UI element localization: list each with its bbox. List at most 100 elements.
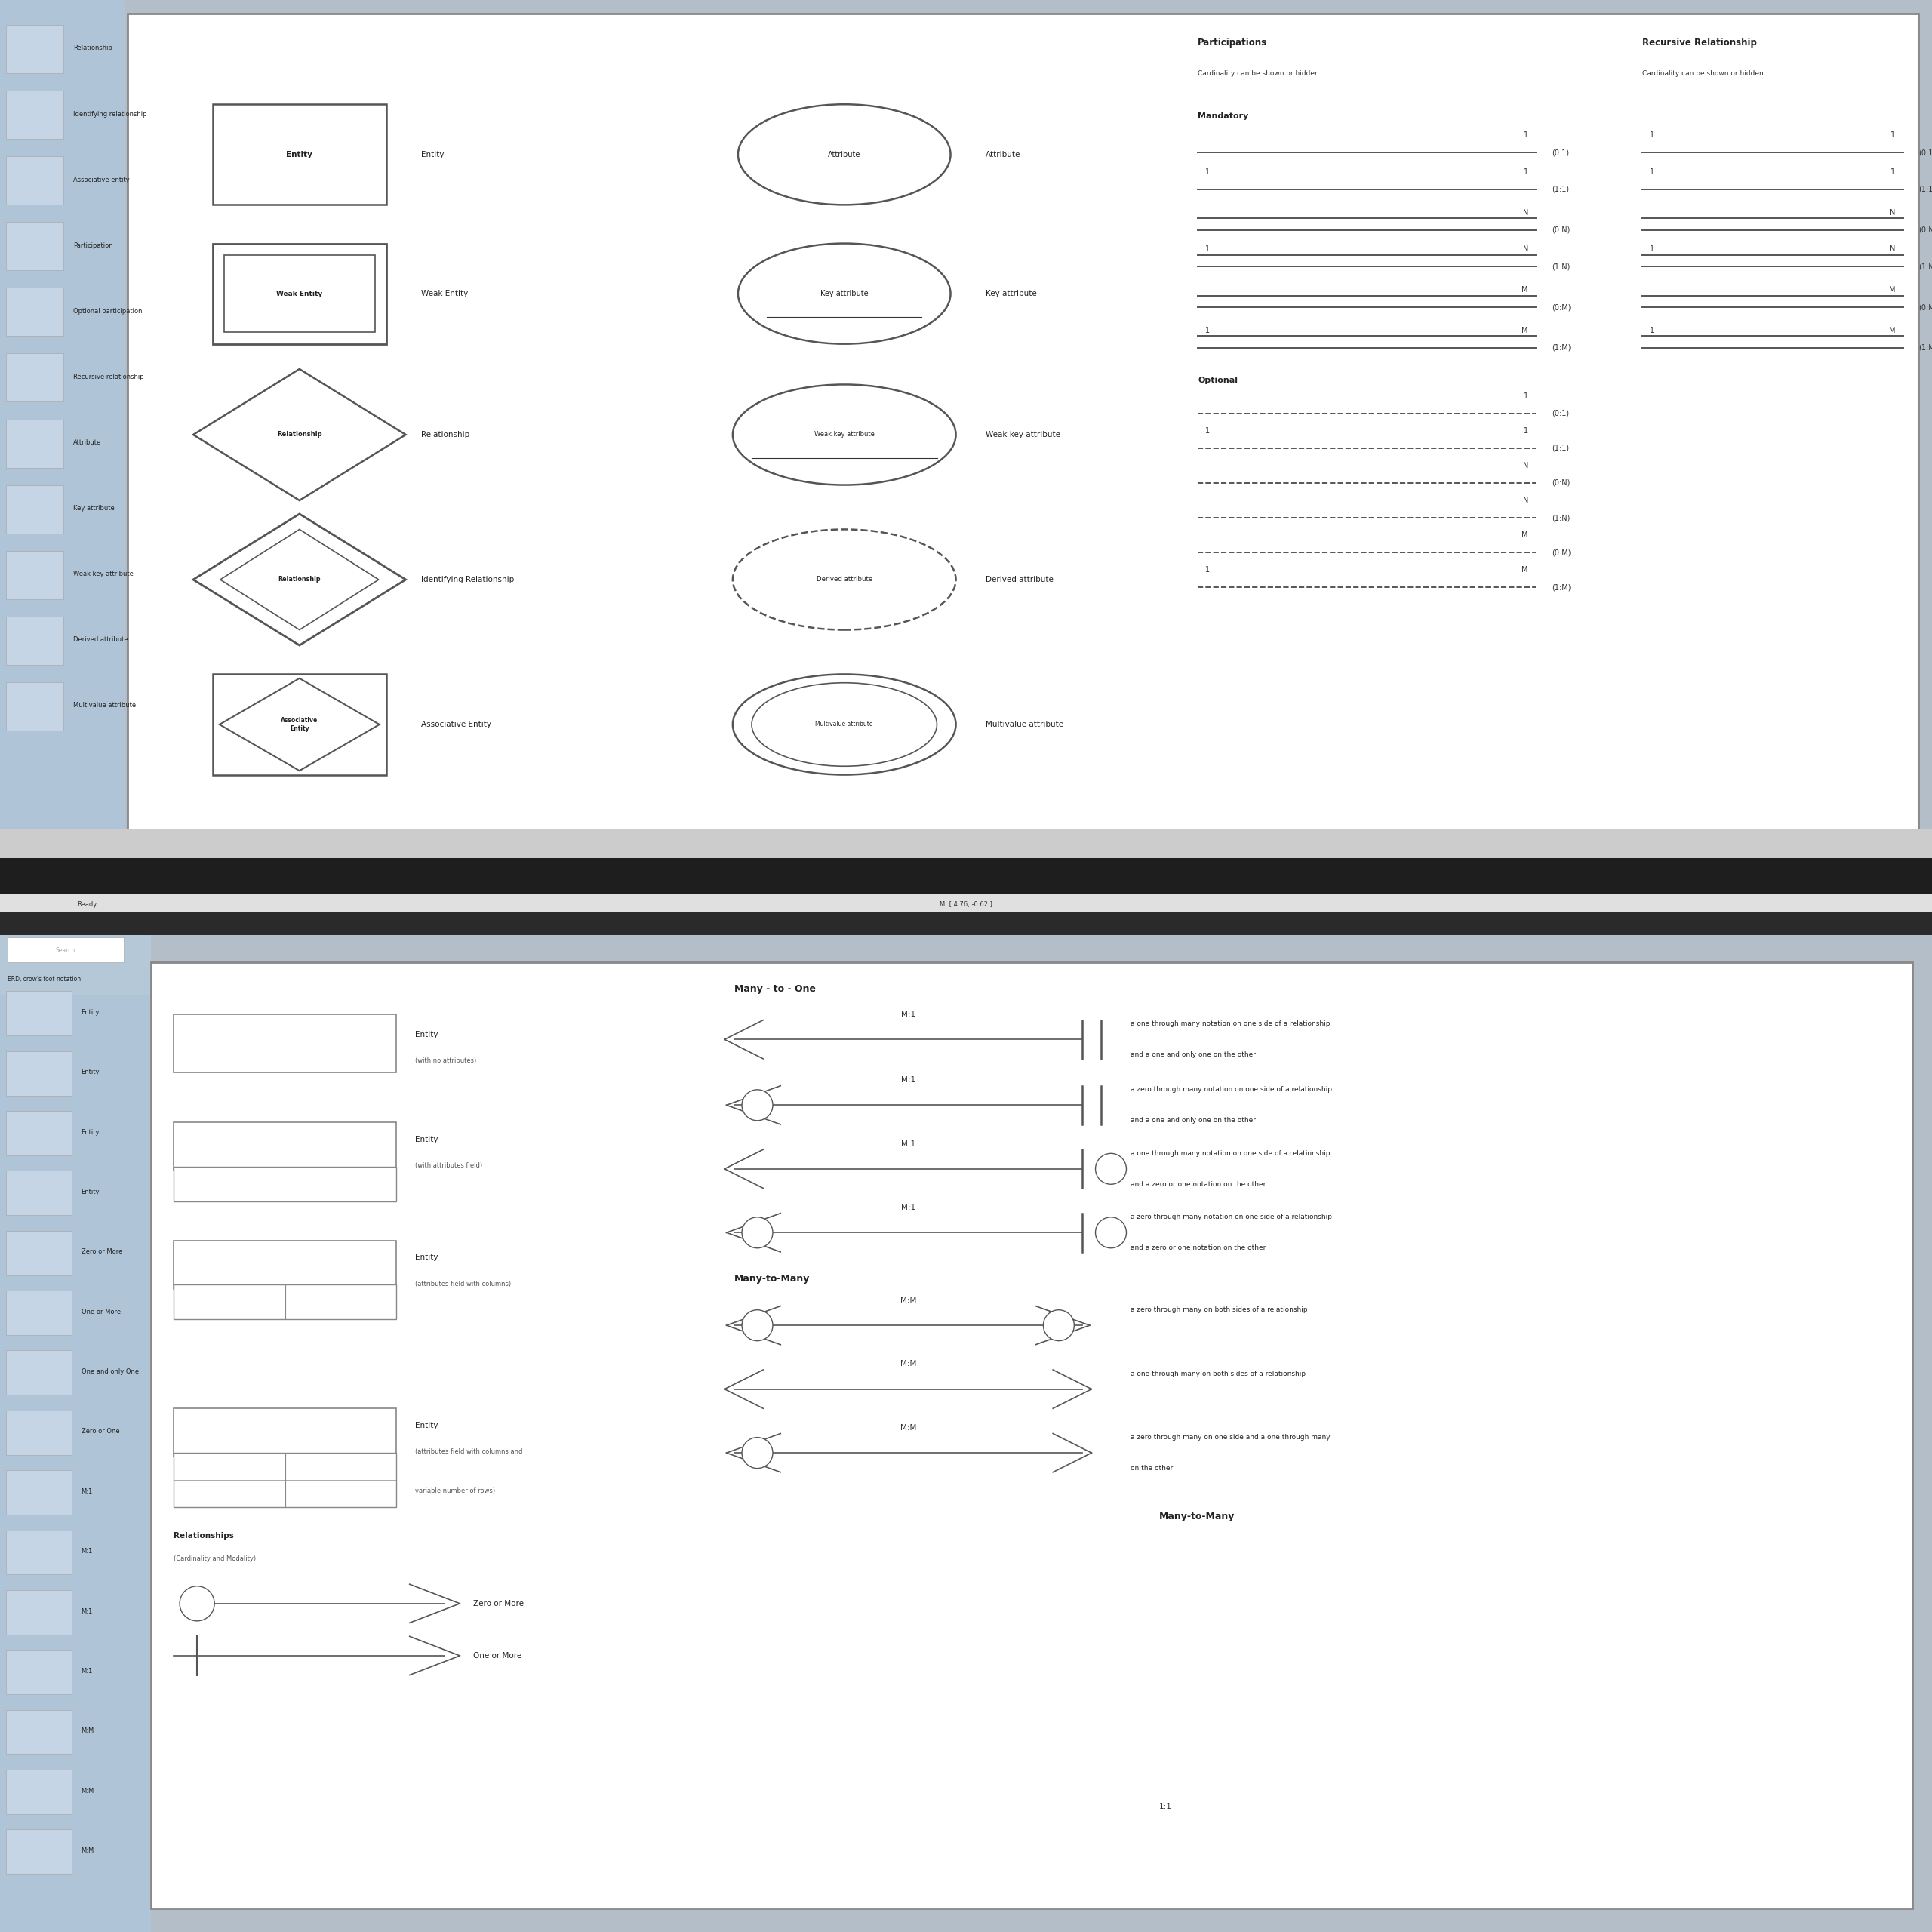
Text: Associative Entity: Associative Entity	[421, 721, 491, 728]
Text: Zero or More: Zero or More	[81, 1248, 122, 1256]
Bar	[6, 91, 64, 139]
Bar	[0, 935, 151, 1932]
Text: (0:N): (0:N)	[1551, 226, 1571, 234]
Text: N: N	[1522, 209, 1528, 216]
Text: M:M: M:M	[900, 1360, 916, 1368]
Text: 1: 1	[1206, 427, 1209, 435]
Text: N: N	[1522, 462, 1528, 469]
Text: Entity: Entity	[81, 1128, 100, 1136]
Polygon shape	[220, 529, 379, 630]
Text: M:M: M:M	[81, 1847, 95, 1855]
Text: (attributes field with columns): (attributes field with columns)	[415, 1281, 512, 1287]
Bar	[6, 616, 64, 665]
Bar	[6, 419, 64, 468]
Bar	[6, 1470, 71, 1515]
Circle shape	[180, 1586, 214, 1621]
Bar	[6, 1530, 71, 1575]
Text: Relationship: Relationship	[421, 431, 469, 439]
Text: and a zero or one notation on the other: and a zero or one notation on the other	[1130, 1244, 1265, 1252]
Text: One or More: One or More	[473, 1652, 522, 1660]
Text: M:1: M:1	[81, 1667, 93, 1675]
Text: 1: 1	[1206, 245, 1209, 253]
Text: 1: 1	[1206, 566, 1209, 574]
Bar	[6, 682, 64, 730]
Ellipse shape	[738, 104, 951, 205]
Text: Relationships: Relationships	[174, 1532, 234, 1540]
Bar	[213, 243, 386, 344]
Circle shape	[742, 1437, 773, 1468]
Text: Entity: Entity	[415, 1254, 439, 1262]
Text: 1:1: 1:1	[1159, 1803, 1173, 1810]
Text: One or More: One or More	[81, 1308, 120, 1316]
Bar	[0, 895, 1932, 914]
Text: Attribute: Attribute	[985, 151, 1020, 158]
Bar	[174, 1167, 396, 1202]
Text: Entity: Entity	[81, 1068, 100, 1076]
Text: a zero through many notation on one side of a relationship: a zero through many notation on one side…	[1130, 1213, 1331, 1221]
Ellipse shape	[738, 243, 951, 344]
Text: Zero or More: Zero or More	[473, 1600, 524, 1607]
Text: Relationship: Relationship	[278, 576, 321, 583]
Text: a one through many notation on one side of a relationship: a one through many notation on one side …	[1130, 1020, 1329, 1028]
Circle shape	[742, 1090, 773, 1121]
Text: M:M: M:M	[81, 1787, 95, 1795]
Text: (1:N): (1:N)	[1918, 263, 1932, 270]
Text: (0:M): (0:M)	[1918, 303, 1932, 311]
Circle shape	[742, 1217, 773, 1248]
Text: Derived attribute: Derived attribute	[815, 576, 873, 583]
Polygon shape	[193, 514, 406, 645]
Bar	[6, 1350, 71, 1395]
Text: Entity: Entity	[421, 151, 444, 158]
Text: Optional participation: Optional participation	[73, 307, 143, 315]
Text: Derived attribute: Derived attribute	[73, 636, 128, 643]
Text: a one through many on both sides of a relationship: a one through many on both sides of a re…	[1130, 1370, 1306, 1378]
Text: N: N	[1889, 209, 1895, 216]
Text: M:1: M:1	[900, 1204, 916, 1211]
Text: (1:1): (1:1)	[1918, 185, 1932, 193]
Bar	[6, 1710, 71, 1754]
Text: (1:1): (1:1)	[1551, 444, 1569, 452]
Text: (0:1): (0:1)	[1551, 410, 1569, 417]
Bar	[6, 288, 64, 336]
Text: (0:N): (0:N)	[1551, 479, 1571, 487]
Bar	[0, 0, 126, 835]
Text: M:1: M:1	[900, 1140, 916, 1148]
Text: Identifying relationship: Identifying relationship	[73, 110, 147, 118]
Bar	[174, 1453, 396, 1507]
Text: Multivalue attribute: Multivalue attribute	[815, 721, 873, 728]
Text: Multivalue attribute: Multivalue attribute	[985, 721, 1063, 728]
Text: Weak key attribute: Weak key attribute	[813, 431, 875, 439]
Text: Associative
Entity: Associative Entity	[280, 717, 319, 732]
Text: and a one and only one on the other: and a one and only one on the other	[1130, 1117, 1256, 1124]
Text: M: [ 4.76, -0.62 ]: M: [ 4.76, -0.62 ]	[939, 900, 993, 908]
Text: Derived attribute: Derived attribute	[985, 576, 1053, 583]
Text: Entity: Entity	[415, 1422, 439, 1430]
Bar	[0, 964, 151, 995]
Ellipse shape	[732, 674, 956, 775]
Text: Zero or One: Zero or One	[81, 1428, 120, 1435]
Ellipse shape	[732, 384, 956, 485]
Bar	[213, 674, 386, 775]
Text: (0:N): (0:N)	[1918, 226, 1932, 234]
Text: M:1: M:1	[81, 1488, 93, 1495]
Text: (1:N): (1:N)	[1551, 263, 1571, 270]
Ellipse shape	[732, 529, 956, 630]
Text: (1:M): (1:M)	[1551, 344, 1571, 352]
Text: 1: 1	[1650, 131, 1654, 139]
Bar	[6, 1111, 71, 1155]
Text: M: M	[1889, 327, 1895, 334]
Bar	[213, 104, 386, 205]
Text: (1:M): (1:M)	[1918, 344, 1932, 352]
Circle shape	[1043, 1310, 1074, 1341]
Text: M:M: M:M	[81, 1727, 95, 1735]
Bar	[174, 1285, 396, 1320]
Text: Multivalue attribute: Multivalue attribute	[73, 701, 135, 709]
Bar	[6, 156, 64, 205]
Text: and a zero or one notation on the other: and a zero or one notation on the other	[1130, 1180, 1265, 1188]
Bar	[6, 1171, 71, 1215]
Bar	[6, 551, 64, 599]
Text: (with attributes field): (with attributes field)	[415, 1163, 483, 1169]
Text: Attribute: Attribute	[829, 151, 860, 158]
Text: M: M	[1522, 327, 1528, 334]
Bar	[174, 1240, 396, 1289]
